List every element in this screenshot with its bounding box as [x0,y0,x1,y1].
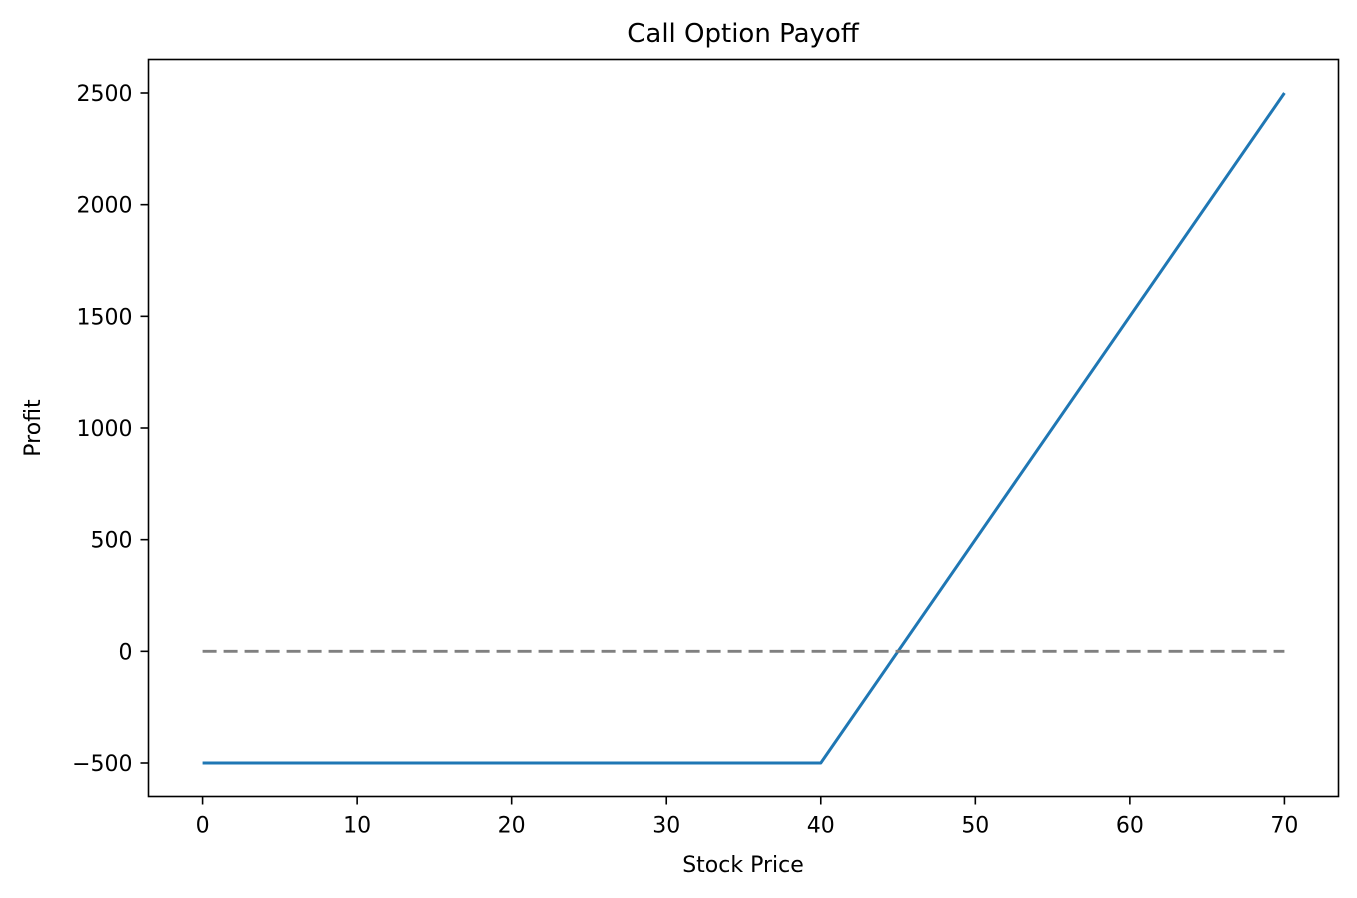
x-axis-title: Stock Price [682,853,804,878]
y-tick-label: 0 [119,640,133,665]
x-tick-label: 70 [1270,814,1298,839]
x-tick-label: 20 [498,814,526,839]
y-tick-label: 1000 [77,417,133,442]
y-tick-label: 2000 [77,194,133,219]
y-axis-ticks: −500 0 500 1000 1500 2000 2500 [72,82,149,777]
x-tick-label: 50 [961,814,989,839]
x-tick-label: 30 [652,814,680,839]
chart-title: Call Option Payoff [627,19,860,49]
payoff-line-0 [202,92,1286,765]
y-tick-label: 1500 [77,305,133,330]
y-tick-label: 2500 [77,82,133,107]
x-tick-label: 0 [196,814,210,839]
x-tick-label: 10 [343,814,371,839]
y-tick-label: 500 [91,529,133,554]
y-tick-label: −500 [72,752,132,777]
x-axis-ticks: 0 10 20 30 40 50 60 70 [196,796,1298,839]
x-tick-label: 60 [1116,814,1144,839]
series-layer [202,92,1286,765]
x-tick-label: 40 [807,814,835,839]
y-axis-title: Profit [21,399,46,457]
